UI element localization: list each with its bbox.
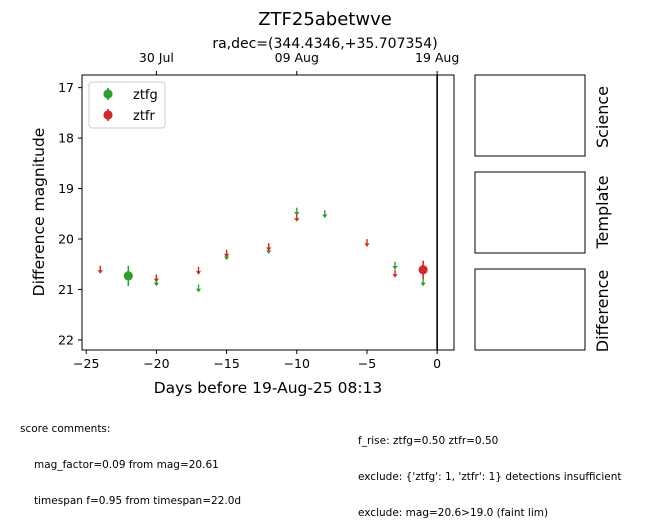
x-axis-label: Days before 19-Aug-25 08:13 xyxy=(154,379,383,397)
upper-limit-arrow xyxy=(195,266,202,275)
lightcurve-figure: ZTF25abetwve ra,dec=(344.4346,+35.707354… xyxy=(30,9,612,397)
y-tick-label: 18 xyxy=(58,131,74,146)
arrow-head xyxy=(322,214,328,219)
detection-marker xyxy=(418,265,428,275)
upper-limit-arrow xyxy=(223,249,230,258)
plot-frame xyxy=(81,74,455,351)
legend-marker xyxy=(103,89,113,99)
arrow-head xyxy=(97,270,103,274)
arrow-head xyxy=(392,274,398,278)
upper-limit-arrow xyxy=(97,265,103,274)
y-tick-label: 17 xyxy=(58,80,74,95)
upper-limit-arrow xyxy=(420,278,426,287)
x-tick-label: −15 xyxy=(213,356,239,371)
upper-limit-arrow xyxy=(153,274,159,283)
difference-panel-label: Difference xyxy=(593,270,612,352)
upper-limit-arrow xyxy=(195,284,202,293)
arrow-head xyxy=(266,247,272,252)
detection-point xyxy=(123,265,133,286)
upper-limit-arrow xyxy=(322,210,328,219)
science-panel-label: Science xyxy=(593,86,612,148)
arrow-head xyxy=(420,282,426,287)
legend-label: ztfr xyxy=(133,109,155,124)
score-comment-line: exclude: mag=20.6>19.0 (faint lim) xyxy=(358,507,549,519)
arrow-head xyxy=(266,250,272,255)
arrow-head xyxy=(392,266,398,270)
chart-subtitle: ra,dec=(344.4346,+35.707354) xyxy=(212,36,437,52)
score-comments-left: score comments: mag_factor=0.09 from mag… xyxy=(20,399,241,519)
upper-limit-arrow xyxy=(392,261,398,270)
science-panel xyxy=(474,74,586,157)
x-tick-label: −10 xyxy=(284,356,310,371)
score-comments-right: f_rise: ztfg=0.50 ztfr=0.50 exclude: {'z… xyxy=(358,411,621,531)
upper-limit-arrow xyxy=(294,213,300,222)
difference-panel xyxy=(474,268,586,351)
x-axis: −25 −20 −15 −10 −5 0 xyxy=(73,350,441,371)
chart-title: ZTF25abetwve xyxy=(258,9,392,30)
template-panel-label: Template xyxy=(593,175,612,249)
score-comments-header: score comments: xyxy=(20,423,111,435)
arrow-head xyxy=(223,256,230,261)
detection-marker xyxy=(123,271,133,281)
arrow-head xyxy=(195,271,202,275)
arrow-head xyxy=(223,253,230,258)
x-tick-label: −25 xyxy=(73,356,99,371)
legend-marker xyxy=(103,110,113,120)
x-tick-label: −5 xyxy=(358,356,376,371)
x-tick-label: −20 xyxy=(143,356,169,371)
score-comment-line: mag_factor=0.09 from mag=20.61 xyxy=(34,459,219,471)
top-tick-label: 30 Jul xyxy=(139,50,174,65)
score-comment-line: timespan f=0.95 from timespan=22.0d xyxy=(34,495,242,507)
plot-marks xyxy=(97,75,438,350)
arrow-head xyxy=(364,243,370,248)
top-tick-label: 09 Aug xyxy=(275,50,319,65)
upper-limit-arrow xyxy=(266,243,272,252)
arrow-head xyxy=(294,218,300,222)
top-tick-label: 19 Aug xyxy=(415,50,459,65)
score-comment-line: exclude: {'ztfg': 1, 'ztfr': 1} detectio… xyxy=(358,471,622,483)
upper-limit-arrow xyxy=(364,239,370,248)
y-tick-label: 21 xyxy=(58,282,74,297)
arrow-head xyxy=(153,282,159,287)
upper-limit-arrow xyxy=(392,269,398,278)
x-tick-label: 0 xyxy=(433,356,441,371)
detection-point xyxy=(418,260,428,279)
score-comment-line: f_rise: ztfg=0.50 ztfr=0.50 xyxy=(358,435,499,447)
template-panel xyxy=(474,171,586,254)
y-axis: 17 18 19 20 21 22 xyxy=(58,80,82,347)
y-tick-label: 22 xyxy=(58,332,74,347)
legend-entry: ztfg xyxy=(103,88,158,103)
legend-entry: ztfr xyxy=(103,109,155,124)
arrow-head xyxy=(153,278,159,283)
legend-label: ztfg xyxy=(133,88,158,103)
y-axis-label: Difference magnitude xyxy=(30,128,48,297)
top-date-axis: 30 Jul 09 Aug 19 Aug xyxy=(139,50,459,75)
y-tick-label: 20 xyxy=(58,231,74,246)
legend: ztfg ztfr xyxy=(88,81,166,129)
y-tick-label: 19 xyxy=(58,181,74,196)
arrow-head xyxy=(195,288,202,293)
